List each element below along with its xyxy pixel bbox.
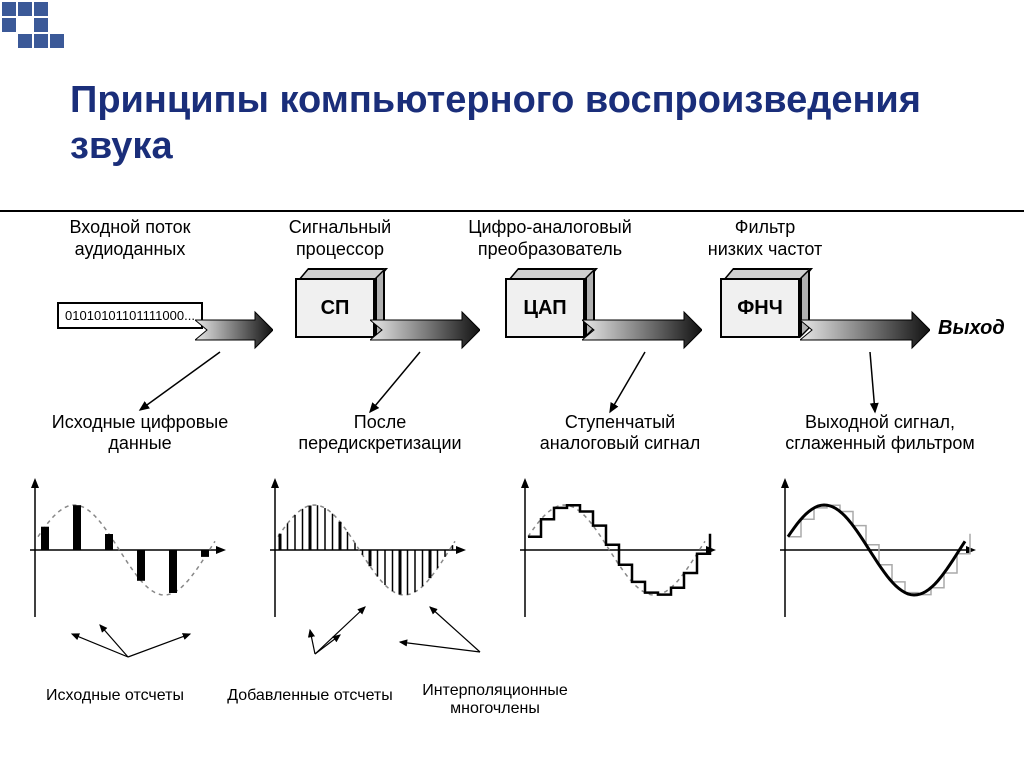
input-data-box: 01010101101111000... <box>57 302 203 329</box>
waveform-annotation-1: Добавленные отсчеты <box>220 687 400 705</box>
output-label: Выход <box>938 317 1005 340</box>
waveform-smooth <box>770 472 980 632</box>
stage-label: Сигнальный процессор <box>270 217 410 260</box>
sub-label-1: После передискретизации <box>280 412 480 453</box>
flow-arrow-1 <box>370 310 480 350</box>
stage-label: Цифро-аналоговый преобразователь <box>460 217 640 260</box>
page-title: Принципы компьютерного воспроизведения з… <box>70 78 1024 169</box>
waveform-dense_samples <box>260 472 470 632</box>
stage-label: Фильтр низких частот <box>695 217 835 260</box>
sub-label-2: Ступенчатый аналоговый сигнал <box>510 412 730 453</box>
stage-label: Входной поток аудиоданных <box>40 217 220 260</box>
flow-arrow-3 <box>800 310 930 350</box>
block-lpf: ФНЧ <box>720 268 810 338</box>
stage-input: Входной поток аудиоданных 010101011011110… <box>40 217 220 329</box>
sub-label-0: Исходные цифровые данные <box>40 412 240 453</box>
flow-arrow-2 <box>582 310 702 350</box>
waveform-annotation-2: Интерполяционные многочлены <box>405 682 585 717</box>
waveform-sparse_samples <box>20 472 230 632</box>
waveform-annotation-0: Исходные отсчеты <box>25 687 205 705</box>
flow-arrow-0 <box>195 310 273 350</box>
diagram: Входной поток аудиоданных 010101011011110… <box>0 210 1024 730</box>
waveform-staircase <box>510 472 720 632</box>
sub-label-3: Выходной сигнал, сглаженный фильтром <box>760 412 1000 453</box>
